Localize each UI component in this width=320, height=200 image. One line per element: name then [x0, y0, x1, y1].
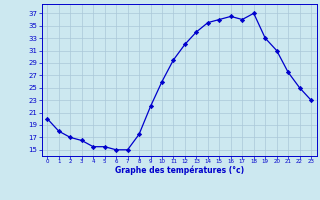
X-axis label: Graphe des températures (°c): Graphe des températures (°c)	[115, 166, 244, 175]
